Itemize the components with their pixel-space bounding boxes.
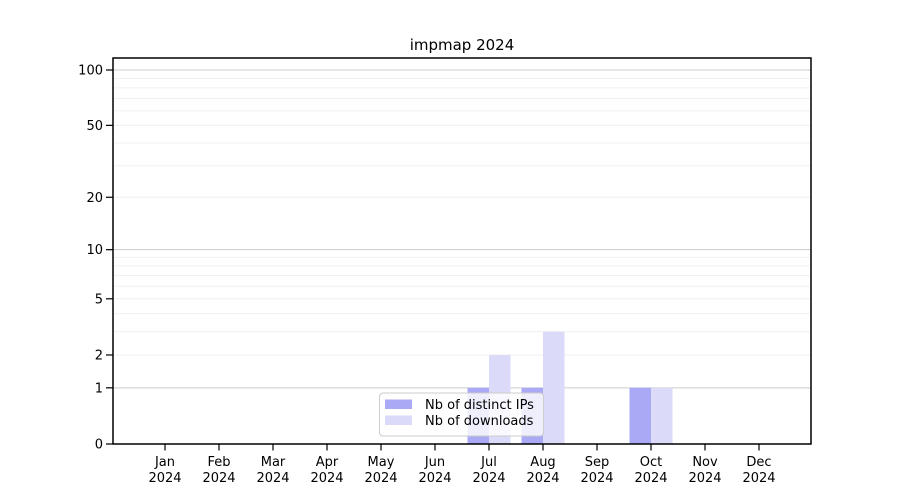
plot-frame	[112, 57, 812, 445]
x-tick-label: Dec	[746, 455, 771, 470]
x-tick-label: Jul	[480, 455, 497, 470]
x-tick-year-label: 2024	[148, 471, 181, 486]
x-tick-year-label: 2024	[418, 471, 451, 486]
x-tick-year-label: 2024	[364, 471, 397, 486]
x-tick-year-label: 2024	[256, 471, 289, 486]
x-tick-year-label: 2024	[310, 471, 343, 486]
x-tick-label: Apr	[316, 455, 339, 470]
bar-distinct-ips	[629, 387, 651, 444]
y-tick-label: 20	[86, 191, 103, 206]
bar-downloads	[543, 331, 565, 444]
x-tick-year-label: 2024	[580, 471, 613, 486]
x-tick-label: May	[368, 455, 395, 470]
x-tick-label: Oct	[640, 455, 662, 470]
x-tick-label: Feb	[207, 455, 230, 470]
x-tick-label: Nov	[692, 455, 718, 470]
y-tick-label: 2	[95, 348, 103, 363]
y-tick-label: 1	[95, 381, 103, 396]
x-tick-year-label: 2024	[472, 471, 505, 486]
x-tick-year-label: 2024	[526, 471, 559, 486]
legend-swatch-downloads	[385, 415, 412, 425]
legend-swatch-distinct-ips	[385, 399, 412, 409]
x-tick-label: Sep	[585, 455, 610, 470]
y-tick-label: 5	[95, 292, 103, 307]
x-tick-label: Jun	[424, 455, 445, 470]
legend-label-distinct-ips: Nb of distinct IPs	[425, 398, 534, 413]
x-tick-label: Mar	[261, 455, 286, 470]
legend-box	[379, 392, 544, 437]
x-tick-label: Aug	[530, 455, 555, 470]
y-tick-label: 50	[86, 119, 103, 134]
y-tick-label: 0	[95, 438, 103, 453]
chart-title: impmap 2024	[409, 36, 515, 54]
x-tick-year-label: 2024	[742, 471, 775, 486]
x-tick-label: Jan	[154, 455, 175, 470]
legend-label-downloads: Nb of downloads	[425, 414, 534, 429]
x-tick-year-label: 2024	[634, 471, 667, 486]
x-tick-year-label: 2024	[688, 471, 721, 486]
x-tick-year-label: 2024	[202, 471, 235, 486]
y-tick-label: 100	[78, 63, 103, 78]
y-tick-label: 10	[86, 243, 103, 258]
bar-downloads	[651, 387, 673, 444]
